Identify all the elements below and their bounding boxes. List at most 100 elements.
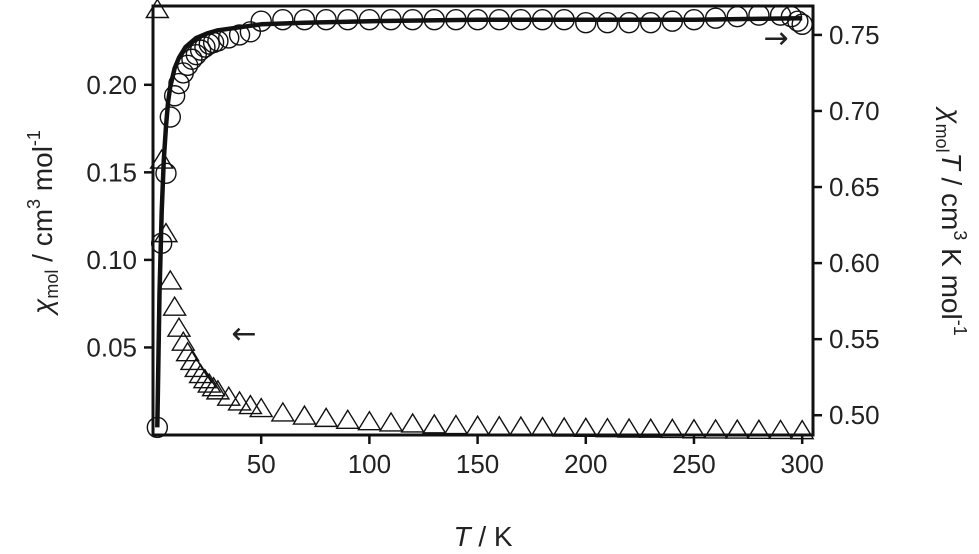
circle-point xyxy=(272,8,294,31)
circle-point xyxy=(155,162,177,185)
triangle-point xyxy=(681,418,707,439)
x-tick-label: 250 xyxy=(672,449,715,479)
circle-point xyxy=(748,4,770,26)
triangle-point xyxy=(530,416,555,437)
circle-point xyxy=(575,12,597,34)
triangle-point xyxy=(660,418,685,439)
circle-point xyxy=(704,7,727,29)
right-axis-title: χmolT / cm3 K mol-1 xyxy=(932,105,970,335)
x-axis-title: T / K xyxy=(453,521,512,552)
triangle-point xyxy=(443,414,469,435)
triangle-point xyxy=(238,394,263,415)
triangle-point xyxy=(292,404,317,425)
triangle-point xyxy=(166,316,192,337)
circle-point xyxy=(337,8,359,31)
triangle-point xyxy=(551,416,577,437)
triangle-point xyxy=(400,412,425,433)
triangle-point xyxy=(638,417,663,438)
triangle-point xyxy=(162,295,187,316)
triangle-point xyxy=(789,419,815,440)
circle-point xyxy=(358,8,381,31)
triangle-point xyxy=(227,390,252,411)
left-tick-label: 0.15 xyxy=(86,157,137,187)
triangle-point xyxy=(145,0,170,19)
circle-point xyxy=(159,106,182,128)
circle-point xyxy=(531,8,554,31)
triangle-point xyxy=(197,372,222,393)
x-tick-label: 200 xyxy=(564,449,607,479)
circle-point xyxy=(445,8,467,31)
triangle-point xyxy=(768,419,793,440)
right-tick-label: 0.70 xyxy=(829,96,880,126)
right-axis-ticks: 0.50 0.55 0.60 0.65 0.70 0.75 xyxy=(813,20,880,430)
triangle-point xyxy=(616,417,642,438)
circle-point xyxy=(218,27,240,49)
left-arrow: ← xyxy=(231,316,256,351)
left-tick-label: 0.20 xyxy=(86,70,137,100)
left-axis-ticks: 0.05 0.10 0.15 0.20 xyxy=(86,70,153,362)
triangle-point xyxy=(270,401,296,422)
circle-point xyxy=(780,5,803,28)
chiT-series xyxy=(146,4,813,439)
circle-point xyxy=(423,8,446,31)
circle-point xyxy=(510,8,532,31)
circle-point xyxy=(146,416,169,439)
x-axis-ticks: 50 100 150 200 250 300 xyxy=(247,435,824,479)
left-axis-title: χmol / cm3 mol-1 xyxy=(24,130,62,317)
circle-point xyxy=(596,12,619,34)
circle-point xyxy=(150,232,173,255)
fit-curve xyxy=(155,15,803,428)
circle-point xyxy=(207,30,229,52)
right-tick-label: 0.65 xyxy=(829,172,880,202)
x-tick-label: 300 xyxy=(780,449,823,479)
circle-point xyxy=(293,8,316,31)
circle-point xyxy=(176,54,199,77)
triangle-point xyxy=(201,376,226,397)
circle-point xyxy=(640,12,662,34)
triangle-point xyxy=(595,417,620,438)
circle-point xyxy=(683,8,705,31)
triangle-point xyxy=(188,363,213,384)
x-tick-label: 100 xyxy=(348,449,391,479)
circle-point xyxy=(791,13,813,35)
triangle-point xyxy=(508,415,534,436)
circle-point xyxy=(181,48,203,70)
circle-point xyxy=(618,12,640,34)
triangle-point xyxy=(153,222,179,243)
triangle-point xyxy=(422,413,447,434)
left-tick-label: 0.05 xyxy=(86,332,137,362)
triangle-point xyxy=(378,411,404,432)
triangle-point xyxy=(158,269,183,290)
circle-point xyxy=(163,85,186,107)
circle-point xyxy=(488,8,510,31)
triangle-point xyxy=(175,341,200,362)
circle-point xyxy=(228,24,251,46)
triangle-point xyxy=(216,385,241,406)
triangle-point xyxy=(205,379,231,400)
circle-point xyxy=(466,8,489,31)
chi-series xyxy=(145,0,815,440)
triangle-point xyxy=(357,410,382,431)
triangle-point xyxy=(248,397,274,418)
circle-point xyxy=(185,43,207,66)
right-tick-label: 0.60 xyxy=(829,248,880,278)
x-tick-label: 50 xyxy=(247,449,276,479)
triangle-point xyxy=(573,417,599,438)
right-tick-label: 0.55 xyxy=(829,324,880,354)
x-tick-label: 150 xyxy=(456,449,499,479)
right-tick-label: 0.50 xyxy=(829,400,880,430)
left-tick-label: 0.10 xyxy=(86,245,137,275)
triangle-point xyxy=(746,418,772,439)
triangle-point xyxy=(486,415,512,436)
circle-point xyxy=(250,10,272,32)
circle-point xyxy=(380,8,402,31)
circle-point xyxy=(553,8,575,31)
circle-point xyxy=(172,62,194,84)
circle-point xyxy=(168,72,190,95)
circle-point xyxy=(401,8,424,31)
plot-frame xyxy=(151,4,815,437)
circle-point xyxy=(315,8,337,31)
triangle-point xyxy=(465,414,490,435)
circle-point xyxy=(787,10,809,32)
